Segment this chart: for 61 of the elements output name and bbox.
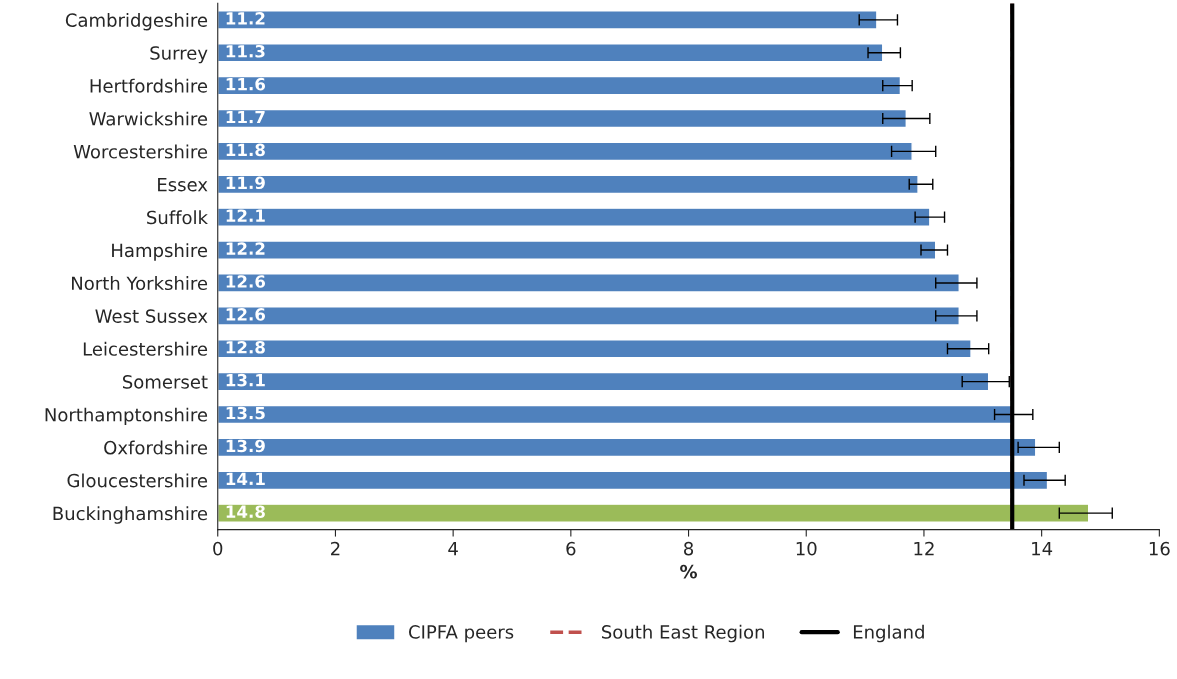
- y-tick-label: Cambridgeshire: [65, 12, 208, 31]
- bar: [217, 371, 990, 392]
- bar: [217, 141, 913, 162]
- y-tick-label: Leicestershire: [83, 341, 208, 356]
- y-tick-label: Gloucestershire: [67, 473, 208, 488]
- x-axis-title: %: [680, 564, 698, 579]
- legend-label: South East Region: [602, 624, 764, 643]
- y-tick-label: Warwickshire: [89, 111, 208, 126]
- y-tick-label: West Sussex: [95, 309, 208, 323]
- y-tick-label: Hampshire: [112, 243, 208, 261]
- y-tick-label: Somerset: [122, 375, 208, 389]
- data-label: 11.2: [226, 12, 265, 25]
- data-label: 14.1: [226, 472, 265, 485]
- bar: [217, 75, 902, 96]
- data-label: 13.9: [226, 439, 265, 453]
- data-label: 11.7: [226, 110, 265, 124]
- y-tick-label: Worcestershire: [73, 144, 208, 159]
- y-tick-label: Oxfordshire: [104, 440, 208, 455]
- y-tick-label: North Yorkshire: [72, 276, 208, 291]
- y-tick-label: Essex: [158, 177, 208, 192]
- bar: [217, 174, 919, 195]
- data-label: 11.9: [226, 176, 265, 190]
- x-tick-label: 16: [1149, 541, 1170, 556]
- data-label: 12.6: [226, 275, 266, 288]
- bar: [217, 273, 960, 293]
- bar: [217, 108, 907, 129]
- data-label: 11.3: [226, 44, 265, 58]
- bar: [217, 404, 1013, 425]
- bar: [217, 470, 1049, 491]
- x-tick-label: 4: [448, 541, 458, 556]
- data-label: 12.1: [226, 209, 265, 222]
- bar: [217, 437, 1037, 458]
- bar: [217, 42, 884, 63]
- legend-label: CIPFA peers: [409, 625, 514, 643]
- data-label: 12.6: [226, 308, 266, 321]
- data-label: 14.8: [226, 505, 265, 519]
- x-tick-label: 6: [566, 541, 576, 556]
- x-tick-label: 10: [796, 541, 817, 556]
- data-label: 12.2: [226, 242, 265, 255]
- legend-label: England: [853, 624, 924, 643]
- data-label: 13.1: [226, 373, 265, 387]
- x-tick-label: 2: [331, 541, 340, 556]
- bar: [217, 207, 931, 227]
- x-tick-label: 8: [684, 541, 694, 556]
- x-tick-label: 0: [213, 541, 223, 556]
- data-label: 13.5: [226, 406, 265, 420]
- y-tick-label: Buckinghamshire: [53, 506, 208, 524]
- bar: [217, 503, 1090, 523]
- data-label: 11.8: [226, 143, 265, 157]
- bar: [217, 306, 960, 326]
- bar: [217, 10, 878, 30]
- y-tick-label: Surrey: [150, 46, 208, 64]
- data-label: 12.8: [226, 340, 265, 354]
- y-tick-label: Suffolk: [147, 210, 208, 225]
- data-label: 11.6: [226, 77, 266, 91]
- bar: [217, 338, 972, 359]
- bar: [217, 240, 937, 260]
- x-tick-label: 12: [914, 541, 934, 556]
- x-tick-label: 14: [1032, 541, 1053, 556]
- y-tick-label: Northamptonshire: [45, 407, 208, 426]
- y-tick-label: Hertfordshire: [90, 78, 208, 93]
